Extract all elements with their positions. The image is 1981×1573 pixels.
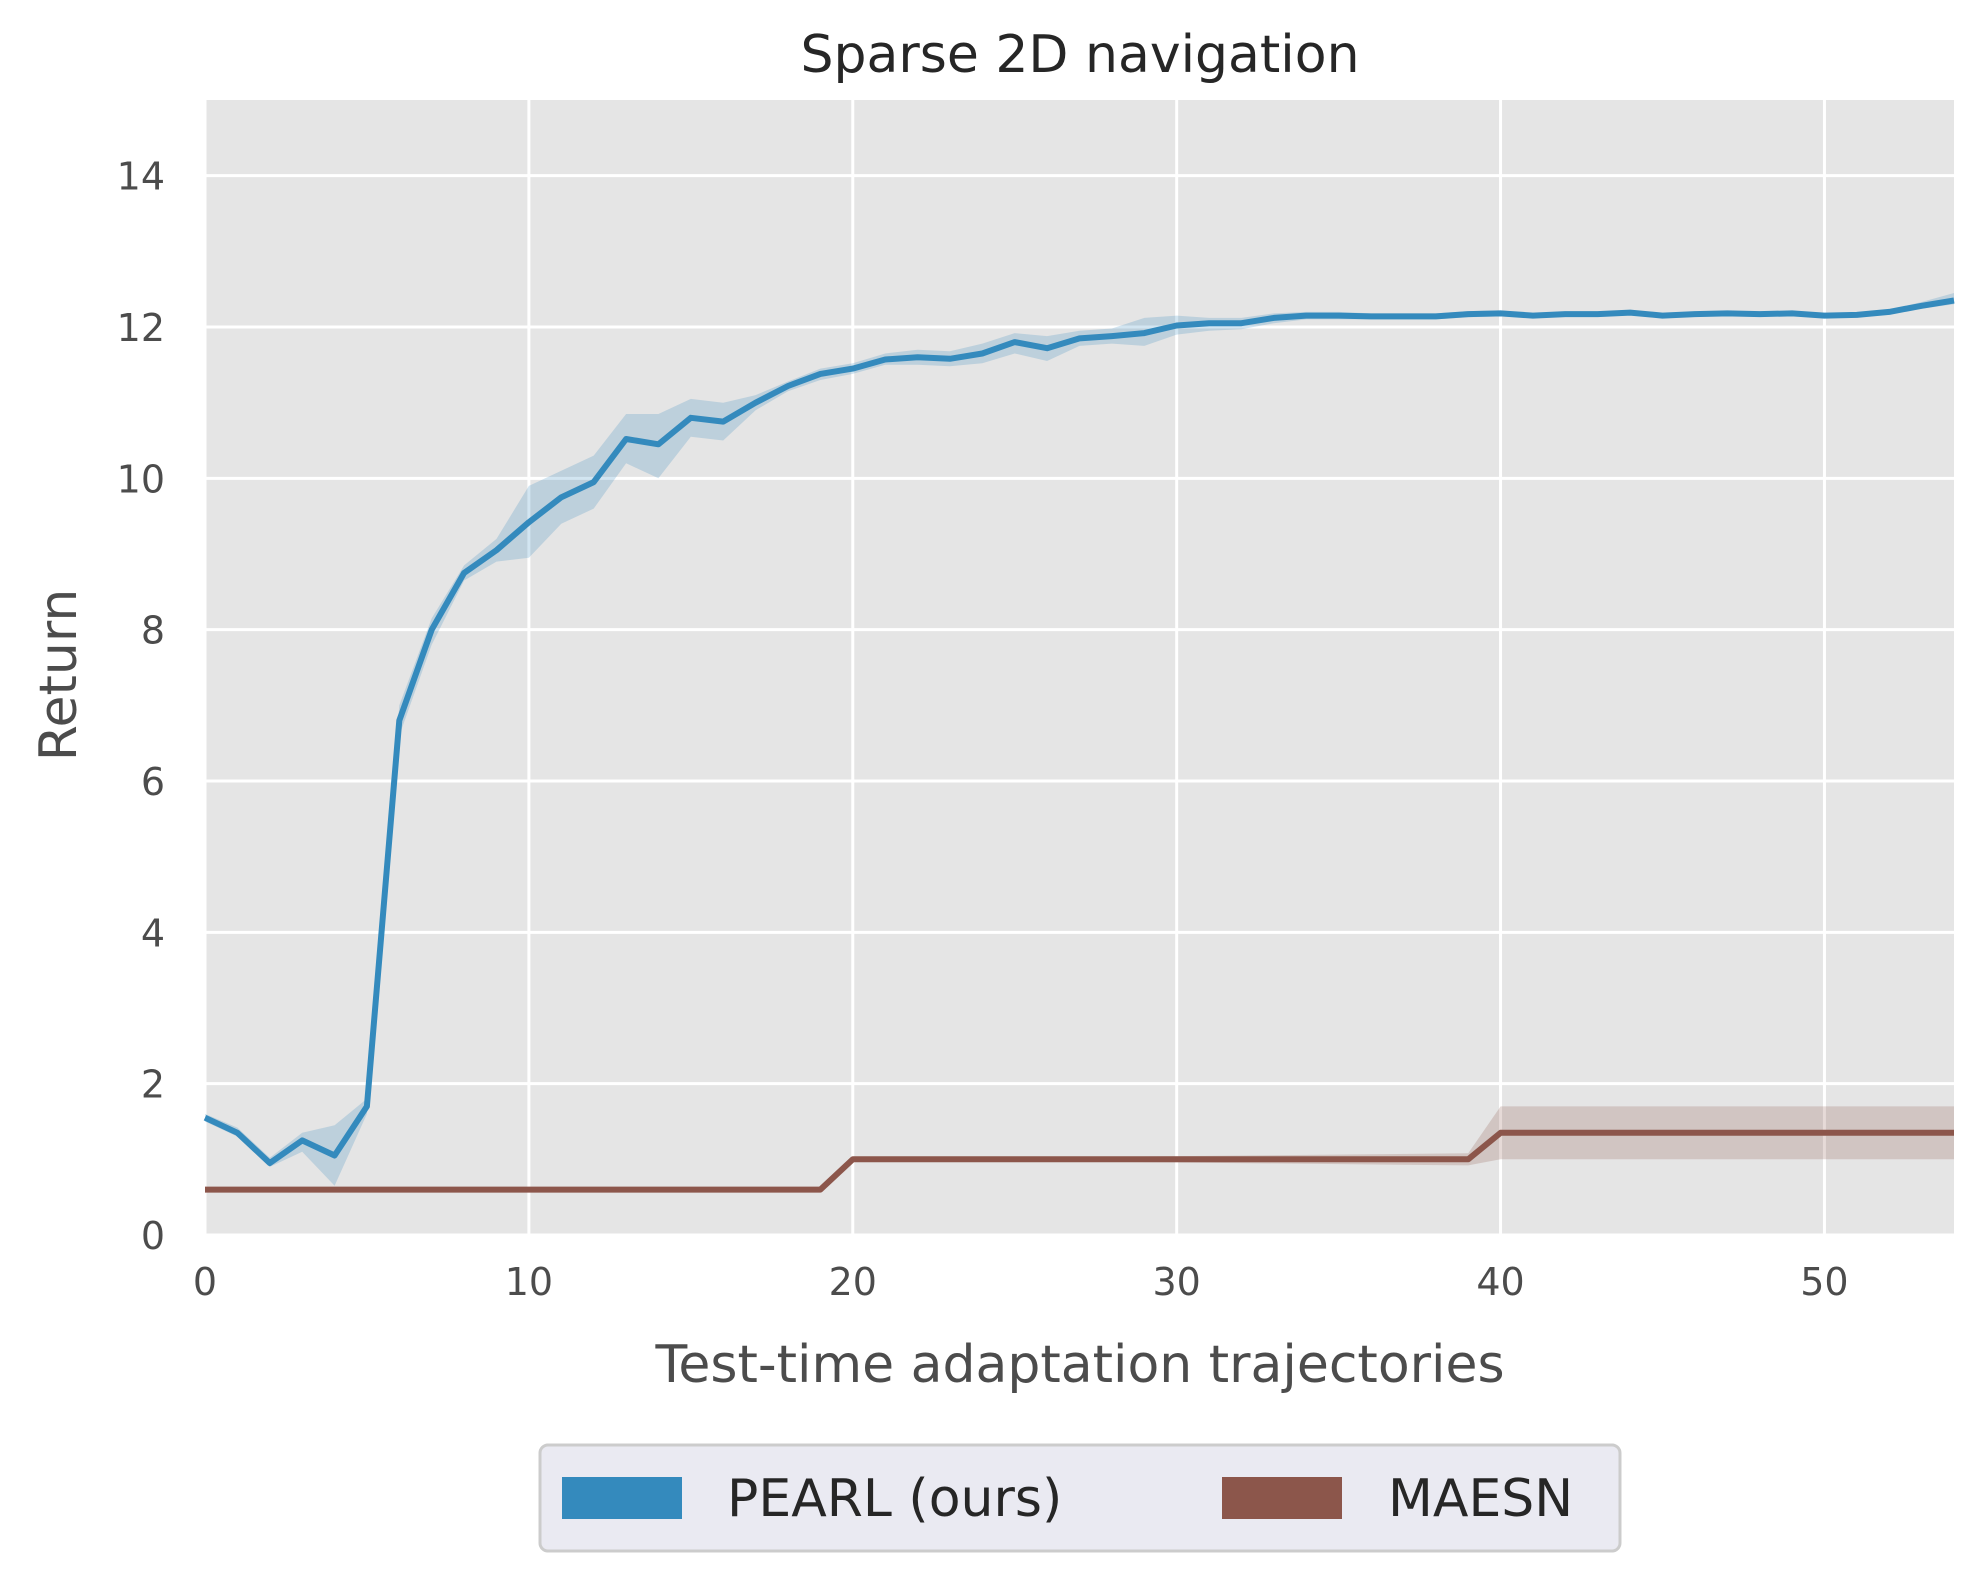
y-tick-label: 4 — [141, 911, 165, 955]
band-maesn — [205, 1106, 1954, 1190]
x-tick-label: 40 — [1476, 1260, 1524, 1304]
y-tick-label: 0 — [141, 1214, 165, 1258]
legend-label-pearl: PEARL (ours) — [727, 1469, 1062, 1529]
y-tick-label: 2 — [141, 1063, 165, 1107]
series-line-maesn — [205, 1129, 1954, 1193]
y-tick-label: 6 — [141, 760, 165, 804]
series-lines — [203, 297, 1955, 1193]
series-line-pearl-ours — [203, 297, 1955, 1167]
x-tick-label: 10 — [505, 1260, 553, 1304]
x-tick-label: 50 — [1800, 1260, 1848, 1304]
chart-title: Sparse 2D navigation — [800, 25, 1359, 85]
grid — [203, 100, 1954, 1237]
legend-swatch-maesn — [1222, 1477, 1342, 1519]
y-tick-label: 10 — [117, 457, 165, 501]
legend-swatch-pearl — [562, 1477, 682, 1519]
confidence-bands — [205, 293, 1954, 1190]
x-tick-label: 20 — [829, 1260, 877, 1304]
x-tick-label: 0 — [193, 1260, 217, 1304]
legend: PEARL (ours) MAESN — [538, 1443, 1622, 1553]
x-tick-label: 30 — [1152, 1260, 1200, 1304]
y-tick-label: 8 — [141, 609, 165, 653]
y-axis-title: Return — [29, 589, 89, 762]
x-axis-title: Test-time adaptation trajectories — [654, 1335, 1504, 1395]
y-tick-label: 12 — [117, 306, 165, 350]
tick-labels: 0 10 20 30 40 50 0 2 4 6 8 10 12 14 — [117, 155, 1849, 1304]
plot-background — [205, 100, 1954, 1235]
legend-label-maesn: MAESN — [1388, 1469, 1573, 1529]
y-tick-label: 14 — [117, 155, 165, 199]
legend-box — [538, 1443, 1622, 1553]
